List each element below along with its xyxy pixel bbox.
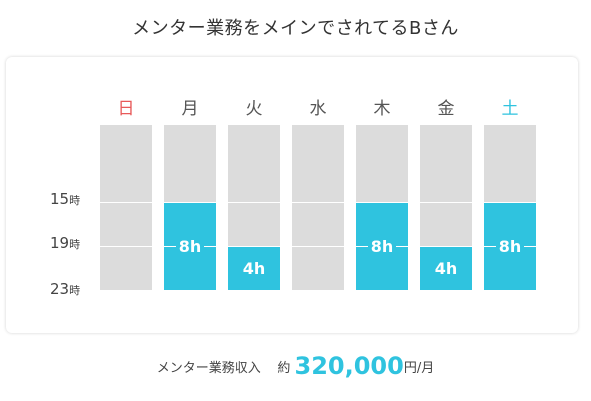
time-label-15: 15時 bbox=[50, 190, 81, 208]
day-label: 水 bbox=[309, 99, 327, 119]
income-label: メンター業務収入 bbox=[156, 361, 261, 376]
page-title: メンター業務をメインでされてるBさん bbox=[132, 18, 459, 39]
hours-label: 4h bbox=[431, 258, 461, 278]
hours-label: 8h bbox=[175, 236, 205, 256]
day-column bbox=[292, 125, 344, 290]
income-prefix: 約 bbox=[277, 361, 291, 376]
hours-label: 8h bbox=[495, 236, 525, 256]
time-label-23: 23時 bbox=[50, 280, 81, 298]
day-label: 月 bbox=[181, 99, 199, 119]
hours-label: 4h bbox=[239, 258, 269, 278]
day-label: 土 bbox=[501, 99, 519, 119]
day-column: 8h bbox=[164, 125, 216, 290]
day-label: 火 bbox=[245, 99, 263, 119]
day-column bbox=[100, 125, 152, 290]
income-summary: メンター業務収入 約 320,000円/月 bbox=[0, 352, 591, 380]
day-column: 4h bbox=[228, 125, 280, 290]
work-block: 4h bbox=[420, 246, 472, 290]
day-column: 8h bbox=[484, 125, 536, 290]
hours-label: 8h bbox=[367, 236, 397, 256]
time-label-19: 19時 bbox=[50, 234, 81, 252]
income-amount: 320,000 bbox=[294, 352, 404, 380]
day-column: 8h bbox=[356, 125, 408, 290]
day-label: 木 bbox=[373, 99, 391, 119]
time-gridline bbox=[100, 202, 536, 203]
day-label: 金 bbox=[437, 99, 455, 119]
income-unit: 円/月 bbox=[403, 361, 435, 376]
time-gridline bbox=[100, 246, 536, 247]
day-column: 4h bbox=[420, 125, 472, 290]
work-block: 4h bbox=[228, 246, 280, 290]
day-label: 日 bbox=[117, 99, 135, 119]
